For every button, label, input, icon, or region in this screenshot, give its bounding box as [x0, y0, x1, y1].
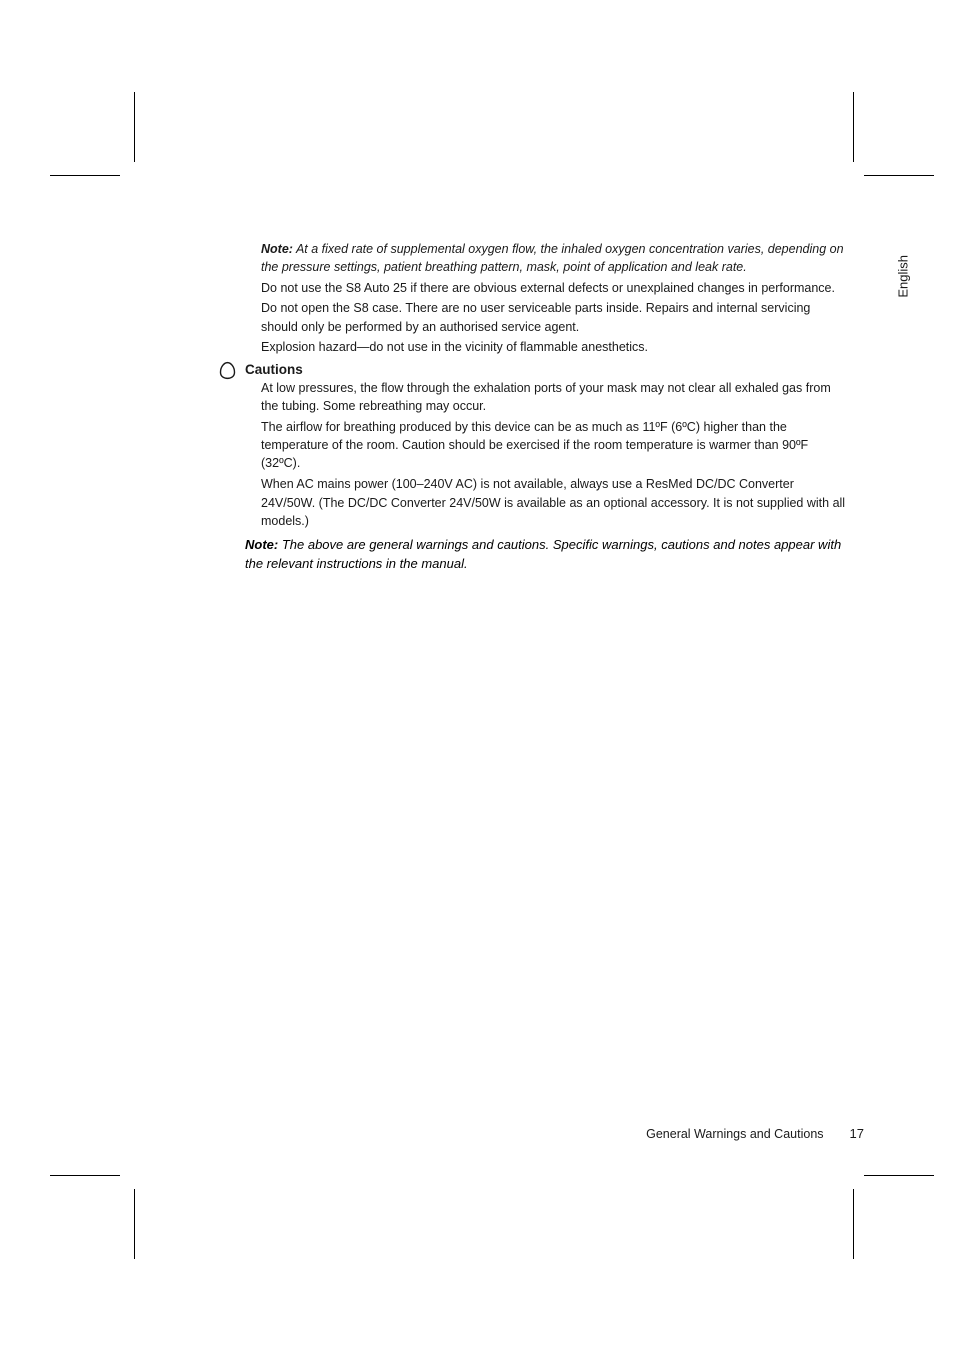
- language-tab: English: [896, 255, 911, 298]
- caution-item: The airflow for breathing produced by th…: [261, 418, 850, 472]
- warning-item: Do not use the S8 Auto 25 if there are o…: [261, 279, 850, 297]
- crop-mark: [864, 1175, 934, 1176]
- page-content: Note: At a fixed rate of supplemental ox…: [245, 240, 850, 573]
- crop-mark: [853, 1189, 854, 1259]
- crop-mark: [864, 175, 934, 176]
- page-footer: General Warnings and Cautions 17: [646, 1126, 864, 1141]
- crop-mark: [50, 175, 120, 176]
- cautions-heading: Cautions: [245, 362, 850, 377]
- closing-note: Note: The above are general warnings and…: [245, 536, 850, 574]
- crop-mark: [134, 1189, 135, 1259]
- caution-item: At low pressures, the flow through the e…: [261, 379, 850, 415]
- warning-item: Do not open the S8 case. There are no us…: [261, 299, 850, 335]
- crop-mark: [853, 92, 854, 162]
- crop-mark: [50, 1175, 120, 1176]
- cautions-section: Cautions At low pressures, the flow thro…: [245, 362, 850, 530]
- warning-item: Explosion hazard—do not use in the vicin…: [261, 338, 850, 356]
- note-text: At a fixed rate of supplemental oxygen f…: [261, 242, 844, 274]
- caution-item: When AC mains power (100–240V AC) is not…: [261, 475, 850, 529]
- crop-mark: [134, 92, 135, 162]
- page-number: 17: [850, 1126, 864, 1141]
- caution-icon: [217, 360, 238, 381]
- note-label: Note:: [245, 537, 278, 552]
- note-oxygen: Note: At a fixed rate of supplemental ox…: [261, 240, 850, 276]
- footer-section-title: General Warnings and Cautions: [646, 1127, 823, 1141]
- note-label: Note:: [261, 242, 293, 256]
- closing-note-text: The above are general warnings and cauti…: [245, 537, 841, 571]
